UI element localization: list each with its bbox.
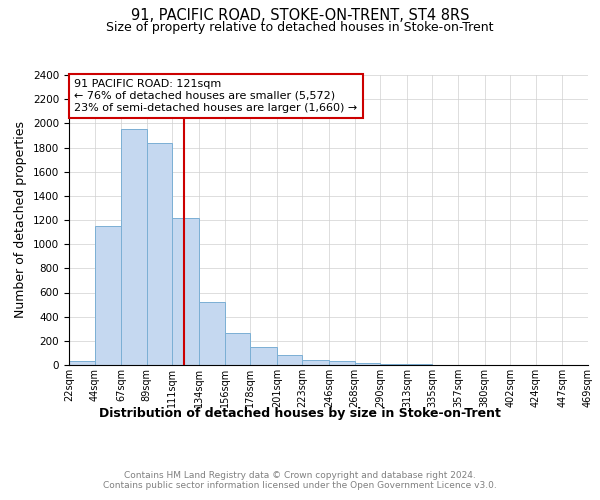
Bar [407,364,433,365]
Bar [199,302,224,365]
Bar [380,364,407,365]
Text: Contains HM Land Registry data © Crown copyright and database right 2024.
Contai: Contains HM Land Registry data © Crown c… [103,470,497,490]
Text: 91, PACIFIC ROAD, STOKE-ON-TRENT, ST4 8RS: 91, PACIFIC ROAD, STOKE-ON-TRENT, ST4 8R… [131,8,469,22]
Text: Size of property relative to detached houses in Stoke-on-Trent: Size of property relative to detached ho… [106,21,494,34]
Y-axis label: Number of detached properties: Number of detached properties [14,122,28,318]
Bar [224,333,250,365]
Bar [250,347,277,365]
Bar [95,226,121,365]
Bar [172,218,199,365]
Bar [147,142,172,365]
Bar [69,362,95,365]
Bar [277,356,302,365]
Bar [302,360,329,365]
Text: Distribution of detached houses by size in Stoke-on-Trent: Distribution of detached houses by size … [99,408,501,420]
Bar [121,130,147,365]
Bar [355,363,380,365]
Bar [329,361,355,365]
Text: 91 PACIFIC ROAD: 121sqm
← 76% of detached houses are smaller (5,572)
23% of semi: 91 PACIFIC ROAD: 121sqm ← 76% of detache… [74,80,358,112]
